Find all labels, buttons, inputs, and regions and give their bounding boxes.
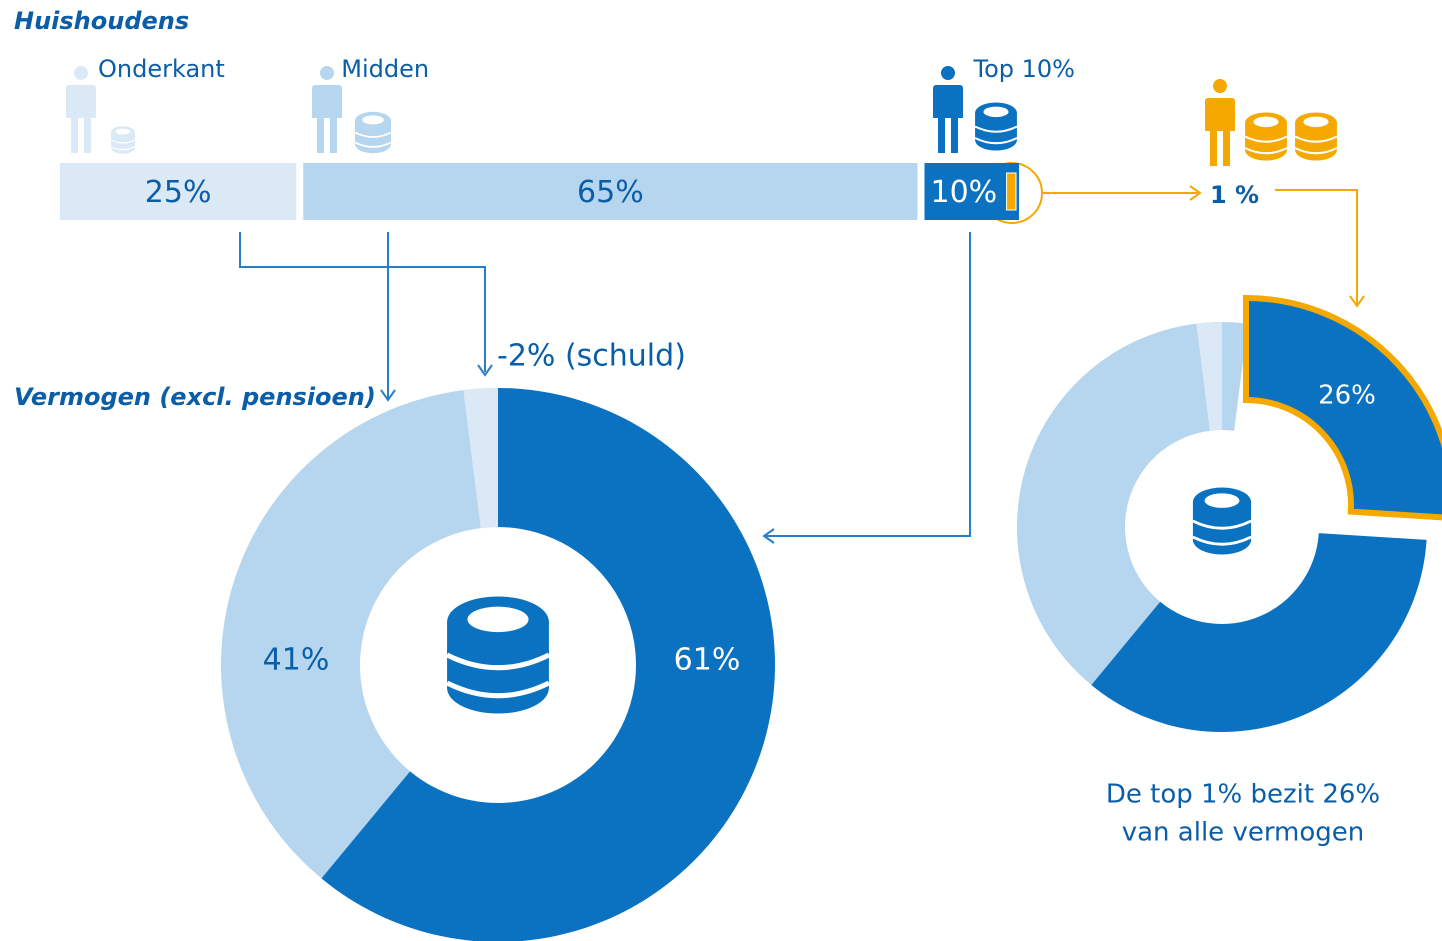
value-label: 41%	[263, 643, 330, 678]
bar-label: 10%	[931, 175, 998, 210]
category-label: Top 10%	[973, 55, 1075, 83]
donut-segment	[321, 388, 775, 941]
bar-label: 65%	[577, 175, 644, 210]
title: Vermogen (excl. pensioen)	[14, 383, 376, 411]
connector	[1042, 185, 1202, 201]
bar	[60, 163, 297, 220]
coin-icon	[447, 596, 549, 713]
bar	[924, 163, 1019, 220]
caption: De top 1% bezit 26%	[1106, 780, 1380, 810]
connector	[1275, 189, 1365, 308]
highlight-label: 1 %	[1210, 181, 1259, 209]
value-label: -2% (schuld)	[497, 339, 686, 374]
caption: van alle vermogen	[1122, 818, 1365, 848]
donut-segment	[1017, 321, 1248, 685]
category-label: Onderkant	[98, 55, 225, 83]
category-label: Midden	[341, 55, 429, 83]
coin-icon	[353, 110, 393, 155]
person-icon	[1205, 79, 1235, 166]
connector	[239, 232, 493, 377]
bar-label: 25%	[145, 175, 212, 210]
person-icon	[66, 66, 96, 153]
donut-segment	[1196, 322, 1222, 431]
bar	[303, 163, 918, 220]
title: Huishoudens	[14, 7, 189, 35]
coin-icon	[1243, 111, 1289, 162]
value-label: 61%	[674, 643, 741, 678]
coin-icon	[1191, 485, 1253, 557]
coin-icon	[109, 125, 137, 155]
person-icon	[312, 66, 342, 153]
highlight-bar	[1006, 172, 1017, 211]
connector	[380, 232, 396, 402]
person-icon	[933, 66, 963, 153]
coin-icon	[1293, 111, 1339, 162]
connector	[762, 232, 971, 544]
donut-segment	[221, 388, 533, 879]
donut-segment	[463, 388, 498, 529]
donut-segment	[1091, 533, 1427, 732]
highlight-segment	[1243, 294, 1442, 521]
coin-icon	[973, 101, 1019, 152]
highlight-label: 26%	[1318, 381, 1376, 411]
